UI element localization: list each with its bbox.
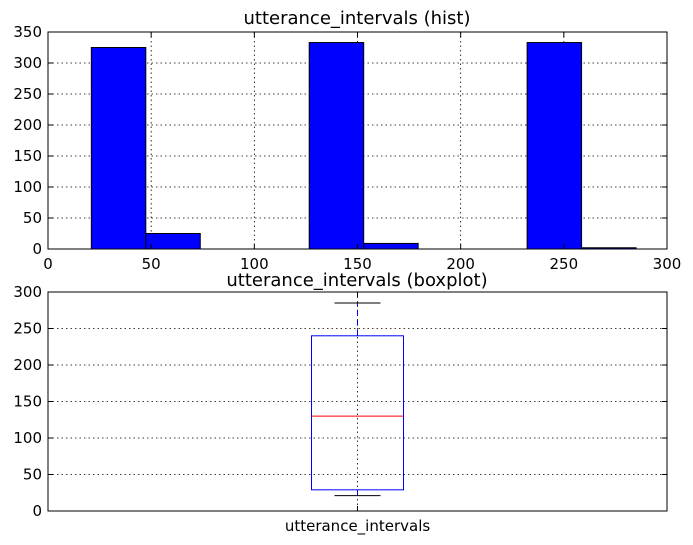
boxplot-y-tick-label: 150 — [13, 393, 42, 411]
boxplot-title: utterance_intervals (boxplot) — [226, 270, 487, 291]
histogram-y-tick-label: 300 — [13, 54, 42, 72]
histogram-y-ticks: 0 50 100 150 200 250 300 350 — [13, 23, 667, 258]
boxplot-y-tick-label: 50 — [23, 466, 42, 484]
histogram-x-tick-label: 50 — [142, 255, 161, 273]
boxplot-x-ticks: utterance_intervals — [285, 292, 431, 536]
histogram-y-tick-label: 50 — [23, 209, 42, 227]
histogram-x-tick-label: 300 — [653, 255, 682, 273]
histogram-y-tick-label: 200 — [13, 116, 42, 134]
histogram-bar — [308, 42, 365, 250]
boxplot-category-label: utterance_intervals — [285, 517, 431, 536]
histogram-x-tick-label: 200 — [446, 255, 475, 273]
histogram-panel: utterance_intervals (hist) 0 50 100 150 200 2… — [13, 8, 681, 273]
boxplot-grid — [48, 292, 667, 511]
boxplot-panel: utterance_intervals (boxplot) 0 50 100 150 2… — [13, 270, 668, 536]
histogram-y-tick-label: 350 — [13, 23, 42, 41]
histogram-title: utterance_intervals (hist) — [243, 8, 470, 29]
histogram-bars — [90, 42, 637, 250]
histogram-bar — [145, 233, 201, 250]
boxplot-y-ticks: 0 50 100 150 200 250 300 — [13, 283, 667, 520]
boxplot-y-tick-label: 250 — [13, 320, 42, 338]
histogram-x-ticks: 0 50 100 150 200 250 300 — [43, 32, 681, 273]
histogram-y-tick-label: 150 — [13, 147, 42, 165]
histogram-x-tick-label: 100 — [240, 255, 269, 273]
boxplot-y-tick-label: 100 — [13, 429, 42, 447]
histogram-y-tick-label: 100 — [13, 178, 42, 196]
histogram-x-tick-label: 150 — [343, 255, 372, 273]
histogram-bar — [363, 242, 419, 250]
histogram-x-tick-label: 0 — [43, 255, 53, 273]
boxplot-iqr-box — [311, 335, 404, 491]
histogram-bar — [526, 42, 583, 250]
histogram-bar — [90, 47, 147, 250]
histogram-y-tick-label: 0 — [32, 240, 42, 258]
histogram-y-tick-label: 250 — [13, 85, 42, 103]
boxplot-y-tick-label: 200 — [13, 356, 42, 374]
boxplot-y-tick-label: 0 — [32, 502, 42, 520]
boxplot-box — [311, 302, 404, 497]
boxplot-y-tick-label: 300 — [13, 283, 42, 301]
histogram-x-tick-label: 250 — [550, 255, 579, 273]
